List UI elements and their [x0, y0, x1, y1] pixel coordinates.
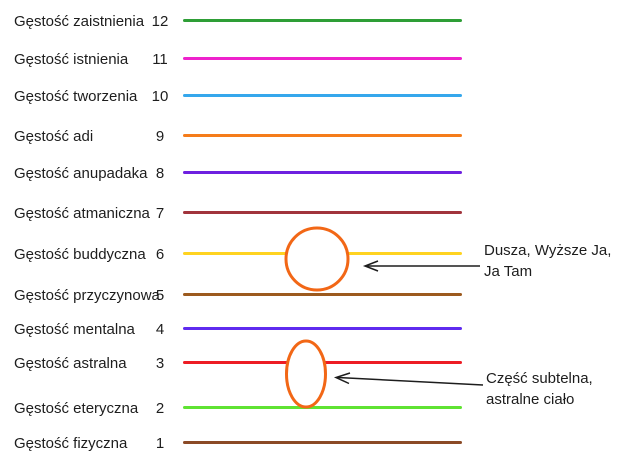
density-number: 5	[155, 286, 165, 304]
density-label: Gęstość przyczynowa	[14, 286, 160, 304]
density-row: Gęstość fizyczna 1	[0, 430, 617, 456]
density-number: 7	[155, 204, 165, 222]
density-row: Gęstość zaistnienia 12	[0, 8, 617, 34]
density-row: Gęstość przyczynowa 5	[0, 282, 617, 308]
annotation-astral: Część subtelna, astralne ciało	[486, 368, 593, 410]
density-line	[183, 252, 462, 255]
density-row: Gęstość istnienia 11	[0, 46, 617, 72]
annotation-soul-line-1: Dusza, Wyższe Ja,	[484, 242, 612, 259]
density-line	[183, 171, 462, 174]
density-row: Gęstość atmaniczna 7	[0, 200, 617, 226]
density-line	[183, 134, 462, 137]
density-line	[183, 361, 462, 364]
density-number: 2	[155, 399, 165, 417]
density-number: 11	[152, 50, 168, 68]
density-label: Gęstość buddyczna	[14, 245, 146, 263]
density-line	[183, 441, 462, 444]
density-label: Gęstość zaistnienia	[14, 12, 145, 30]
annotation-soul-line-2: Ja Tam	[484, 263, 533, 280]
density-number: 8	[155, 164, 165, 182]
density-line	[183, 406, 462, 409]
density-row: Gęstość anupadaka 8	[0, 160, 617, 186]
density-number: 3	[155, 354, 165, 372]
density-label: Gęstość adi	[14, 127, 94, 145]
density-label: Gęstość anupadaka	[14, 164, 148, 182]
density-label: Gęstość atmaniczna	[14, 204, 150, 222]
annotation-astral-line-2: astralne ciało	[486, 391, 575, 408]
density-label: Gęstość astralna	[14, 354, 127, 372]
density-label: Gęstość fizyczna	[14, 434, 128, 452]
density-line	[183, 94, 462, 97]
density-label: Gęstość tworzenia	[14, 87, 138, 105]
annotation-soul: Dusza, Wyższe Ja, Ja Tam	[484, 240, 611, 282]
density-number: 1	[155, 434, 165, 452]
density-row: Gęstość adi 9	[0, 123, 617, 149]
density-row: Gęstość mentalna 4	[0, 316, 617, 342]
density-number: 6	[155, 245, 165, 263]
density-number: 12	[151, 12, 169, 30]
annotation-astral-line-1: Część subtelna,	[486, 370, 593, 387]
density-number: 10	[151, 87, 169, 105]
density-line	[183, 19, 462, 22]
density-label: Gęstość mentalna	[14, 320, 135, 338]
density-label: Gęstość istnienia	[14, 50, 129, 68]
density-number: 9	[155, 127, 165, 145]
density-row: Gęstość tworzenia 10	[0, 83, 617, 109]
density-number: 4	[155, 320, 165, 338]
density-line	[183, 57, 462, 60]
density-line	[183, 293, 462, 296]
density-line	[183, 327, 462, 330]
density-label: Gęstość eteryczna	[14, 399, 139, 417]
density-line	[183, 211, 462, 214]
